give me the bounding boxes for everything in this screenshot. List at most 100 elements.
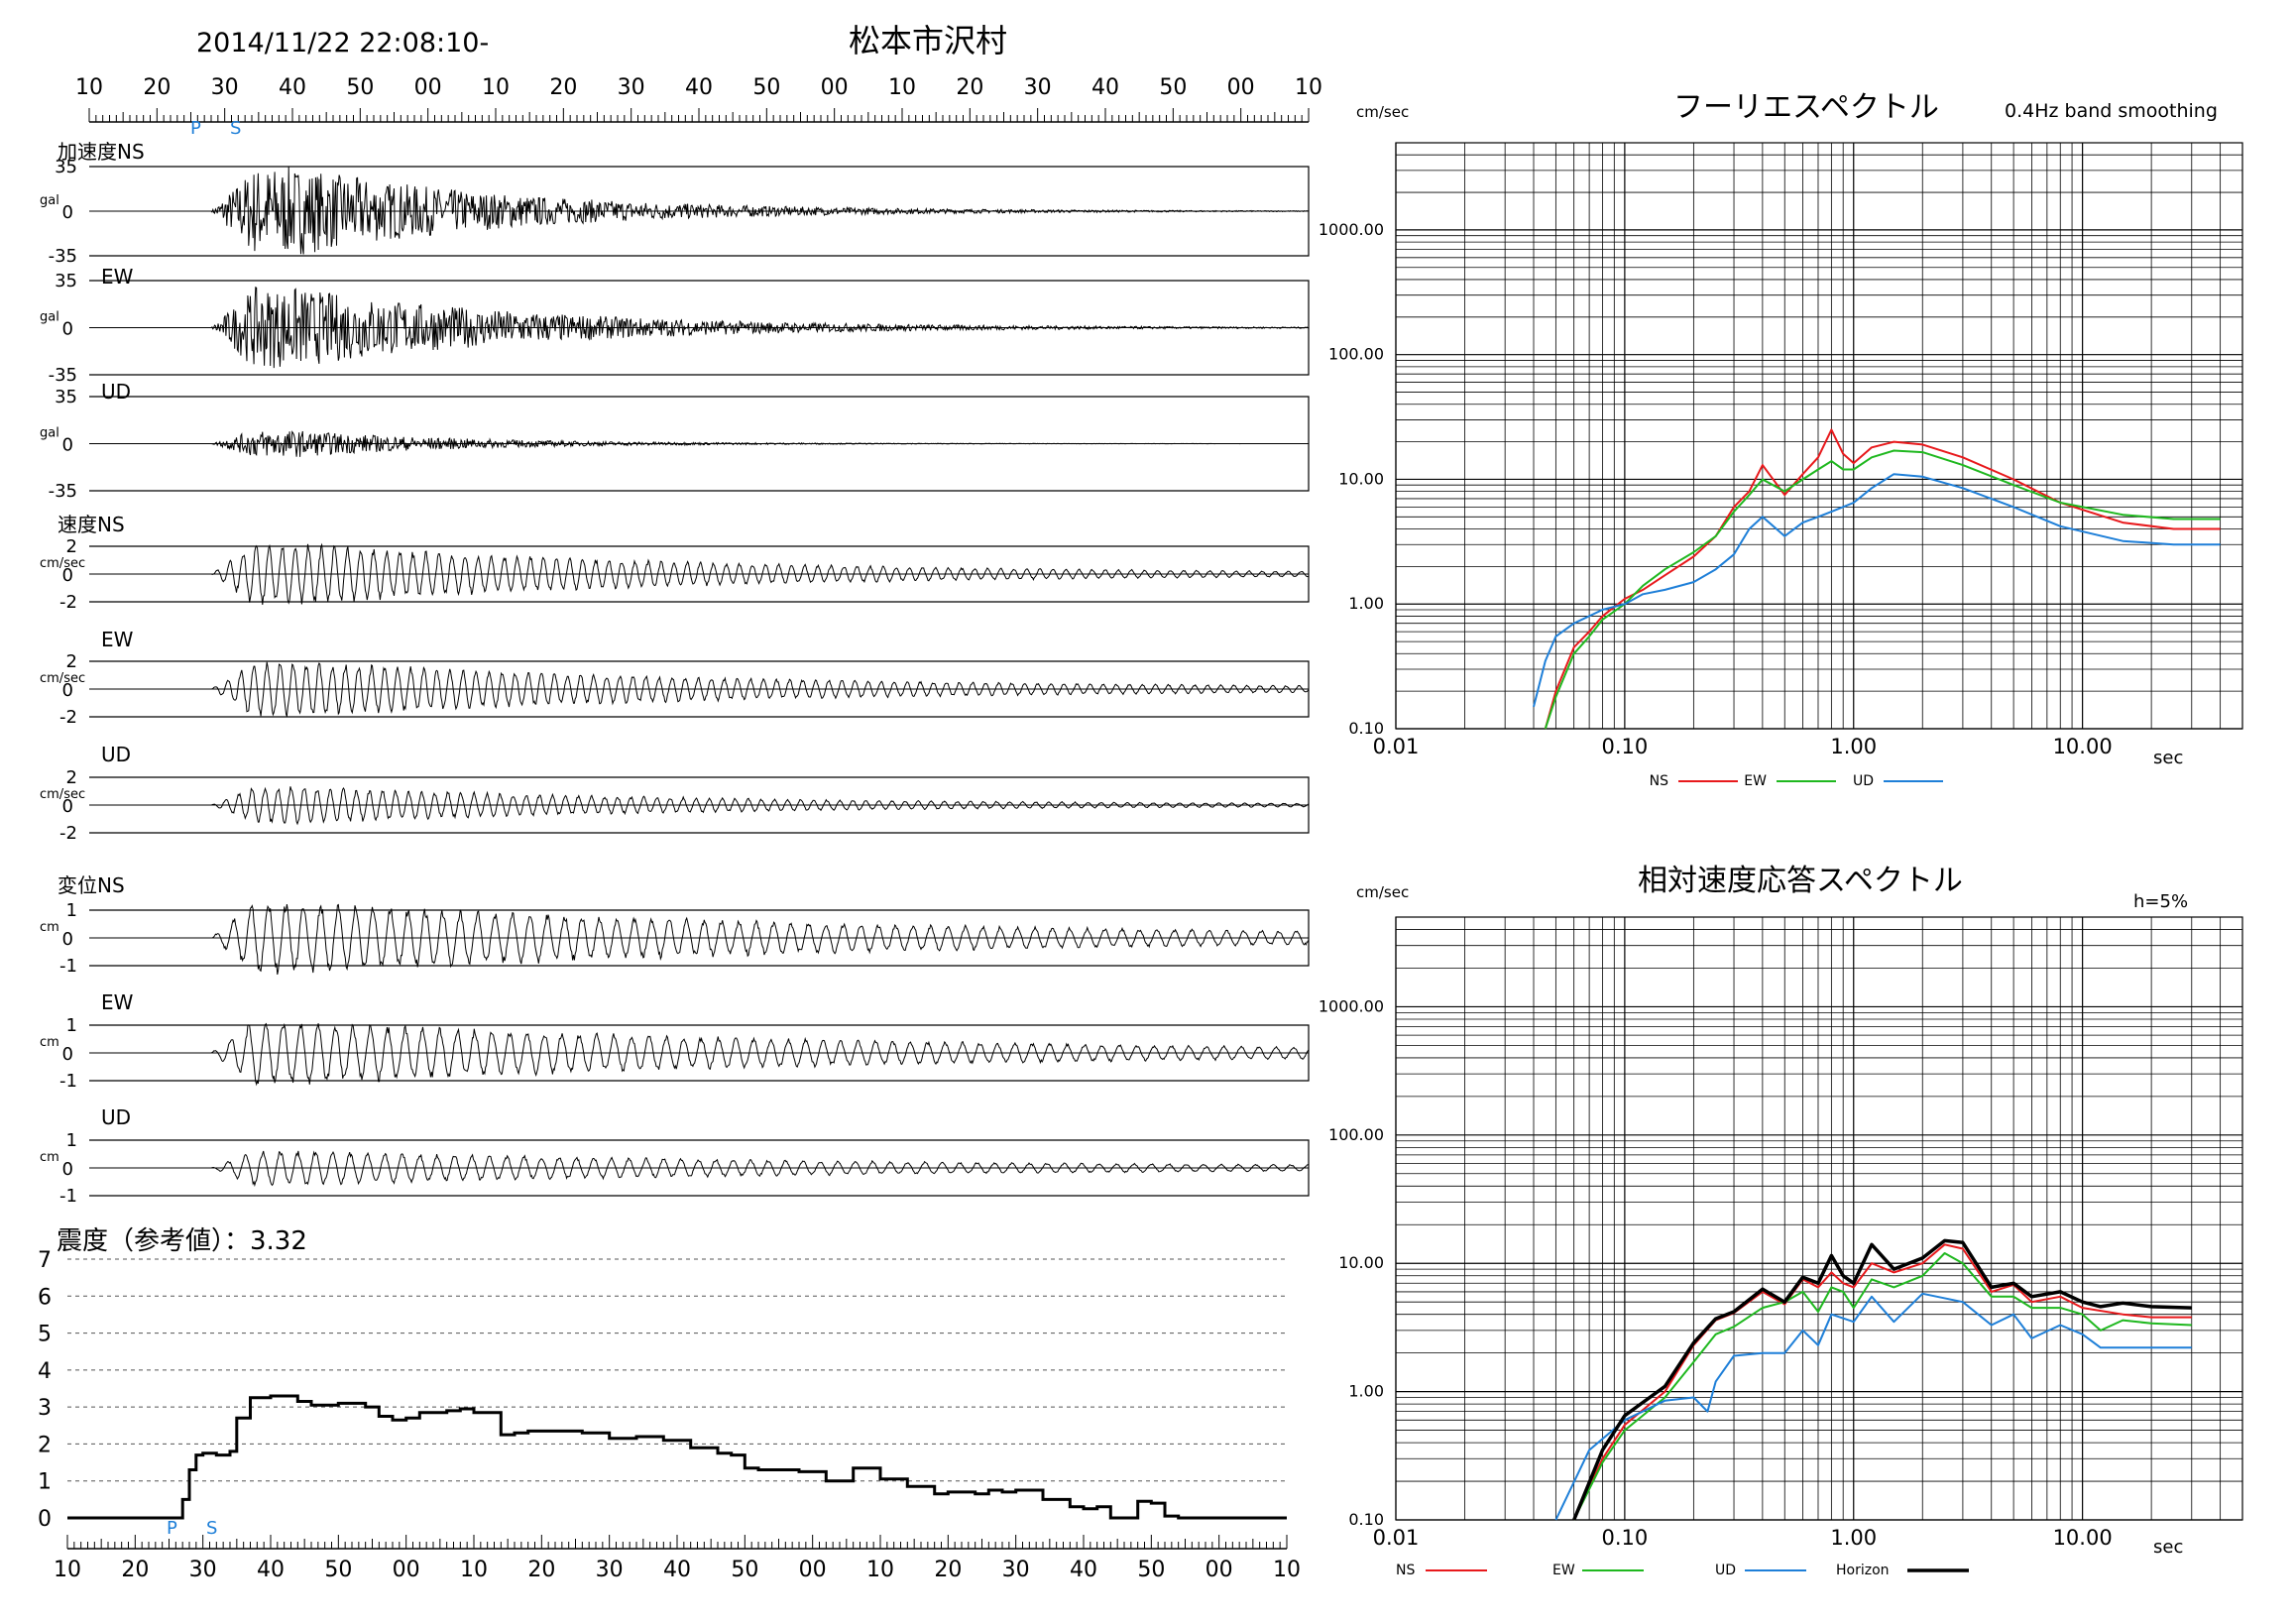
bottom-tick-label: 30 <box>1002 1558 1030 1582</box>
response-x-unit: sec <box>2153 1537 2183 1558</box>
top-tick-label: 30 <box>211 75 239 100</box>
waveform-panel: UD 2 0 -2 cm/sec <box>40 743 1310 844</box>
bottom-tick-label: 50 <box>324 1558 352 1582</box>
top-tick-label: 20 <box>143 75 171 100</box>
legend-label: EW <box>1744 773 1767 789</box>
waveform-min-label: -2 <box>59 592 77 613</box>
response-y-unit: cm/sec <box>1356 883 1409 901</box>
fourier-y-unit: cm/sec <box>1356 103 1409 121</box>
bottom-tick-label: 30 <box>596 1558 624 1582</box>
waveform-zero-label: 0 <box>62 929 73 950</box>
waveform-min-label: -2 <box>59 707 77 728</box>
waveform-zero-label: 0 <box>62 680 73 701</box>
waveform-unit: cm <box>40 920 59 935</box>
waveform-min-label: -35 <box>49 246 77 267</box>
waveform-label: UD <box>101 380 131 404</box>
waveform-panel: UD 1 0 -1 cm <box>40 1105 1310 1207</box>
response-title: 相対速度応答スペクトル <box>1638 864 1963 898</box>
top-tick-label: 50 <box>1159 75 1187 100</box>
response-damping: h=5% <box>2133 891 2188 912</box>
intensity-line <box>67 1394 1287 1520</box>
bottom-tick-label: 20 <box>527 1558 555 1582</box>
waveform-zero-label: 0 <box>62 565 73 586</box>
waveform-trace <box>89 542 1310 606</box>
waveform-trace <box>89 661 1310 717</box>
legend-label: EW <box>1552 1563 1575 1578</box>
legend-label: NS <box>1650 773 1668 789</box>
fourier-x-unit: sec <box>2153 748 2183 768</box>
x-tick-label: 1.00 <box>1830 735 1877 758</box>
series-ns <box>1544 428 2221 730</box>
top-tick-label: 50 <box>752 75 780 100</box>
waveform-unit: cm <box>40 1035 59 1050</box>
waveform-unit: gal <box>40 310 59 325</box>
legend-label: NS <box>1396 1563 1415 1578</box>
waveform-max-label: 2 <box>66 651 77 672</box>
waveform-label: UD <box>101 1105 131 1129</box>
bottom-s-marker: S <box>206 1518 217 1539</box>
waveform-zero-label: 0 <box>62 435 73 456</box>
bottom-tick-label: 20 <box>121 1558 149 1582</box>
fourier-legend: NS EW UD <box>1650 773 1943 789</box>
intensity-y-tick: 1 <box>38 1470 52 1495</box>
waveform-label: EW <box>101 628 134 651</box>
top-tick-label: 00 <box>1227 75 1255 100</box>
waveform-label: EW <box>101 990 134 1014</box>
x-tick-label: 0.10 <box>1601 1526 1648 1550</box>
waveform-max-label: 35 <box>55 157 77 177</box>
waveform-unit: cm <box>40 1150 59 1165</box>
waveform-min-label: -35 <box>49 481 77 502</box>
bottom-tick-label: 50 <box>731 1558 758 1582</box>
waveform-unit: cm/sec <box>40 787 85 802</box>
bottom-tick-label: 50 <box>1137 1558 1165 1582</box>
waveform-label: UD <box>101 743 131 766</box>
waveform-max-label: 1 <box>66 1130 77 1151</box>
legend-label: Horizon <box>1836 1563 1890 1578</box>
bottom-tick-label: 00 <box>1205 1558 1233 1582</box>
waveform-max-label: 1 <box>66 900 77 921</box>
bottom-tick-label: 30 <box>189 1558 217 1582</box>
waveform-min-label: -1 <box>59 1071 77 1092</box>
s-arrival-marker: S <box>230 118 241 139</box>
chart-frame <box>1395 916 2243 1521</box>
waveform-min-label: -35 <box>49 365 77 386</box>
bottom-tick-label: 40 <box>1070 1558 1097 1582</box>
waveform-unit: gal <box>40 193 59 208</box>
intensity-y-tick: 0 <box>38 1507 52 1532</box>
bottom-tick-label: 10 <box>460 1558 488 1582</box>
y-tick-label: 10.00 <box>1338 469 1384 488</box>
waveform-unit: cm/sec <box>40 556 85 571</box>
top-tick-label: 30 <box>1024 75 1052 100</box>
station-name: 松本市沢村 <box>849 22 1007 59</box>
waveform-unit: cm/sec <box>40 671 85 686</box>
bottom-tick-label: 40 <box>663 1558 691 1582</box>
x-tick-label: 10.00 <box>2053 735 2113 758</box>
intensity-y-tick: 4 <box>38 1359 52 1384</box>
waveform-trace <box>89 903 1310 975</box>
y-tick-label: 1.00 <box>1348 1382 1384 1401</box>
waveform-max-label: 2 <box>66 536 77 557</box>
top-time-axis: 10 20 30 40 50 00 10 20 30 40 50 00 10 20 30 40 50 00 10 <box>75 75 1322 123</box>
intensity-y-tick: 7 <box>38 1248 52 1273</box>
waveform-max-label: 35 <box>55 271 77 291</box>
intensity-y-tick: 6 <box>38 1285 52 1310</box>
top-tick-label: 10 <box>1295 75 1322 100</box>
fourier-subtitle: 0.4Hz band smoothing <box>2005 100 2218 122</box>
x-tick-label: 0.10 <box>1601 735 1648 758</box>
top-tick-label: 00 <box>414 75 442 100</box>
fourier-title: フーリエスペクトル <box>1673 90 1939 125</box>
waveform-trace <box>89 1022 1310 1087</box>
waveform-trace <box>89 1150 1310 1188</box>
waveform-min-label: -1 <box>59 956 77 977</box>
y-tick-label: 1000.00 <box>1319 996 1384 1015</box>
response-legend: NS EW UD Horizon <box>1396 1563 1969 1578</box>
top-tick-label: 40 <box>1091 75 1119 100</box>
waveform-panel: UD 35 0 -35 gal <box>40 380 1310 502</box>
waveform-panel: EW 1 0 -1 cm <box>40 990 1310 1092</box>
top-tick-label: 10 <box>888 75 916 100</box>
